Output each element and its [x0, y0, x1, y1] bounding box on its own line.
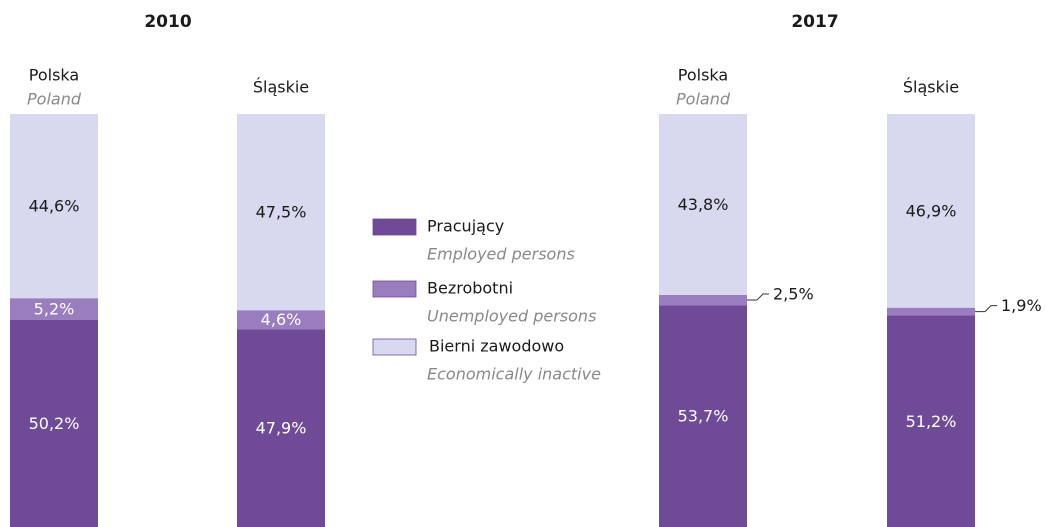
category-subtitle: Poland	[676, 90, 731, 109]
legend-subtitle: Unemployed persons	[427, 307, 596, 326]
value-label: 51,2%	[906, 412, 957, 431]
legend-label: Bezrobotni	[427, 279, 513, 298]
leader-line	[975, 305, 997, 313]
value-label: 1,9%	[1001, 296, 1042, 315]
category-label: Polska	[678, 66, 728, 85]
legend-swatch	[372, 338, 417, 356]
bar-segment	[659, 294, 747, 306]
value-label: 43,8%	[678, 195, 729, 214]
value-label: 4,6%	[261, 310, 302, 329]
legend-swatch	[372, 280, 417, 298]
bar-segment	[887, 315, 975, 527]
category-label: Śląskie	[253, 78, 309, 97]
bar-segment	[887, 307, 975, 316]
category-subtitle: Poland	[27, 90, 82, 109]
bar-segment	[10, 319, 98, 527]
legend-subtitle: Employed persons	[427, 245, 575, 264]
bar-segment	[659, 305, 747, 527]
value-label: 2,5%	[773, 285, 814, 304]
value-label: 46,9%	[906, 201, 957, 220]
value-label: 5,2%	[34, 299, 75, 318]
legend-label: Bierni zawodowo	[429, 337, 564, 356]
category-label: Śląskie	[903, 78, 959, 97]
bar-segment	[10, 114, 98, 299]
value-label: 50,2%	[29, 414, 80, 433]
group-title: 2010	[144, 12, 191, 32]
value-label: 44,6%	[29, 197, 80, 216]
value-label: 47,5%	[256, 203, 307, 222]
bar-segment	[10, 298, 98, 320]
bar-segment	[237, 329, 325, 527]
bar-segment	[887, 114, 975, 308]
legend-swatch	[372, 218, 417, 236]
legend-label: Pracujący	[427, 217, 504, 236]
bar-segment	[237, 310, 325, 330]
value-label: 47,9%	[256, 419, 307, 438]
leader-line	[747, 293, 769, 301]
bar-segment	[237, 114, 325, 311]
category-label: Polska	[29, 66, 79, 85]
group-title: 2017	[791, 12, 838, 32]
value-label: 53,7%	[678, 407, 729, 426]
bar-segment	[659, 114, 747, 295]
legend-subtitle: Economically inactive	[427, 365, 601, 384]
